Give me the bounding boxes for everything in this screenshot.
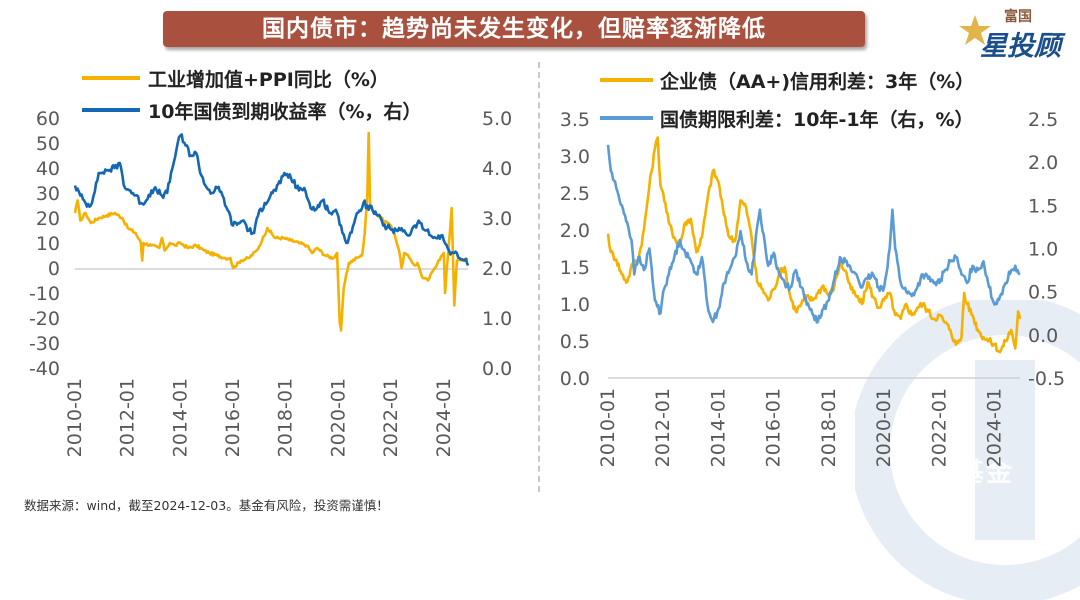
y-right-tick-label: 0.5 (1028, 282, 1058, 304)
x-tick-label: 2022-01 (380, 378, 402, 457)
y-left-tick-label: -20 (29, 308, 60, 330)
y-right-tick-label: 0.0 (482, 358, 512, 380)
y-right-tick-label: 1.0 (482, 308, 512, 330)
x-tick-label: 2014-01 (707, 388, 729, 467)
legend-label-credit-spread: 企业债（AA+)信用利差：3年（%） (659, 70, 974, 93)
legend-label-cgb10y: 10年国债到期收益率（%，右） (148, 100, 421, 123)
y-left-tick-label: -10 (29, 283, 60, 305)
legend-label-term-spread: 国债期限利差：10年-1年（右，%） (660, 108, 974, 131)
y-right-tick-label: 0.0 (1028, 325, 1058, 347)
y-left-tick-label: 3.0 (560, 146, 590, 168)
y-left-tick-label: -40 (29, 358, 60, 380)
brand-logo: 富国 星投顾 (958, 6, 1076, 62)
series-line-0-1 (73, 133, 470, 266)
y-right-tick-label: 2.5 (1028, 109, 1058, 131)
y-right-tick-label: -0.5 (1028, 368, 1065, 390)
y-right-tick-label: 1.5 (1028, 195, 1058, 217)
y-right-tick-label: 4.0 (482, 158, 512, 180)
y-left-tick-label: 1.0 (560, 294, 590, 316)
series-line-0-0 (73, 131, 469, 332)
x-tick-label: 2012-01 (652, 388, 674, 467)
x-tick-label: 2016-01 (763, 388, 785, 467)
title-banner: 国内债市：趋势尚未发生变化，但赔率逐渐降低 (163, 11, 865, 47)
y-right-tick-label: 1.0 (1028, 239, 1058, 261)
logo-main-text: 星投顾 (980, 31, 1061, 62)
x-tick-label: 2020-01 (873, 388, 895, 467)
watermark-text: 富国基金 (902, 458, 1015, 488)
y-left-tick-label: 40 (36, 158, 60, 180)
x-tick-label: 2022-01 (928, 388, 950, 467)
x-tick-label: 2010-01 (64, 378, 86, 457)
y-left-tick-label: 1.5 (560, 257, 590, 279)
x-tick-label: 2014-01 (169, 378, 191, 457)
legend-label-industrial: 工业增加值+PPI同比（%） (148, 68, 389, 91)
panel-divider (538, 62, 540, 492)
x-tick-label: 2012-01 (117, 378, 139, 457)
logo-top-text: 富国 (1004, 9, 1032, 25)
x-tick-label: 2020-01 (327, 378, 349, 457)
star-icon (959, 15, 991, 45)
y-left-tick-label: 30 (36, 183, 60, 205)
y-left-tick-label: 3.5 (560, 109, 590, 131)
chart-right: 企业债（AA+)信用利差：3年（%） 国债期限利差：10年-1年（右，%） 3.… (560, 70, 1065, 467)
page-title: 国内债市：趋势尚未发生变化，但赔率逐渐降低 (262, 16, 766, 42)
y-left-tick-label: 60 (36, 108, 60, 130)
y-right-tick-label: 2.0 (1028, 152, 1058, 174)
x-tick-label: 2010-01 (597, 388, 619, 467)
x-tick-label: 2024-01 (984, 388, 1006, 467)
x-tick-label: 2016-01 (222, 378, 244, 457)
y-left-tick-label: 0.0 (560, 368, 590, 390)
y-left-tick-label: 0 (48, 258, 60, 280)
y-right-tick-label: 2.0 (482, 258, 512, 280)
y-left-tick-label: 10 (36, 233, 60, 255)
y-left-tick-label: -30 (29, 333, 60, 355)
y-left-tick-label: 20 (36, 208, 60, 230)
y-left-tick-label: 2.5 (560, 183, 590, 205)
legend-right: 企业债（AA+)信用利差：3年（%） 国债期限利差：10年-1年（右，%） (600, 70, 974, 131)
source-note: 数据来源：wind，截至2024-12-03。基金有风险，投资需谨慎！ (24, 498, 389, 513)
legend-left: 工业增加值+PPI同比（%） 10年国债到期收益率（%，右） (82, 68, 421, 123)
x-tick-label: 2018-01 (275, 378, 297, 457)
y-left-tick-label: 0.5 (560, 331, 590, 353)
chart-left: 工业增加值+PPI同比（%） 10年国债到期收益率（%，右） 60 50 40 30 2… (29, 68, 512, 457)
y-right-tick-label: 3.0 (482, 208, 512, 230)
y-left-tick-label: 2.0 (560, 220, 590, 242)
series-line-1-1 (606, 144, 1021, 324)
y-left-tick-label: 50 (36, 133, 60, 155)
x-tick-label: 2024-01 (433, 378, 455, 457)
x-tick-label: 2018-01 (818, 388, 840, 467)
y-right-tick-label: 5.0 (482, 108, 512, 130)
